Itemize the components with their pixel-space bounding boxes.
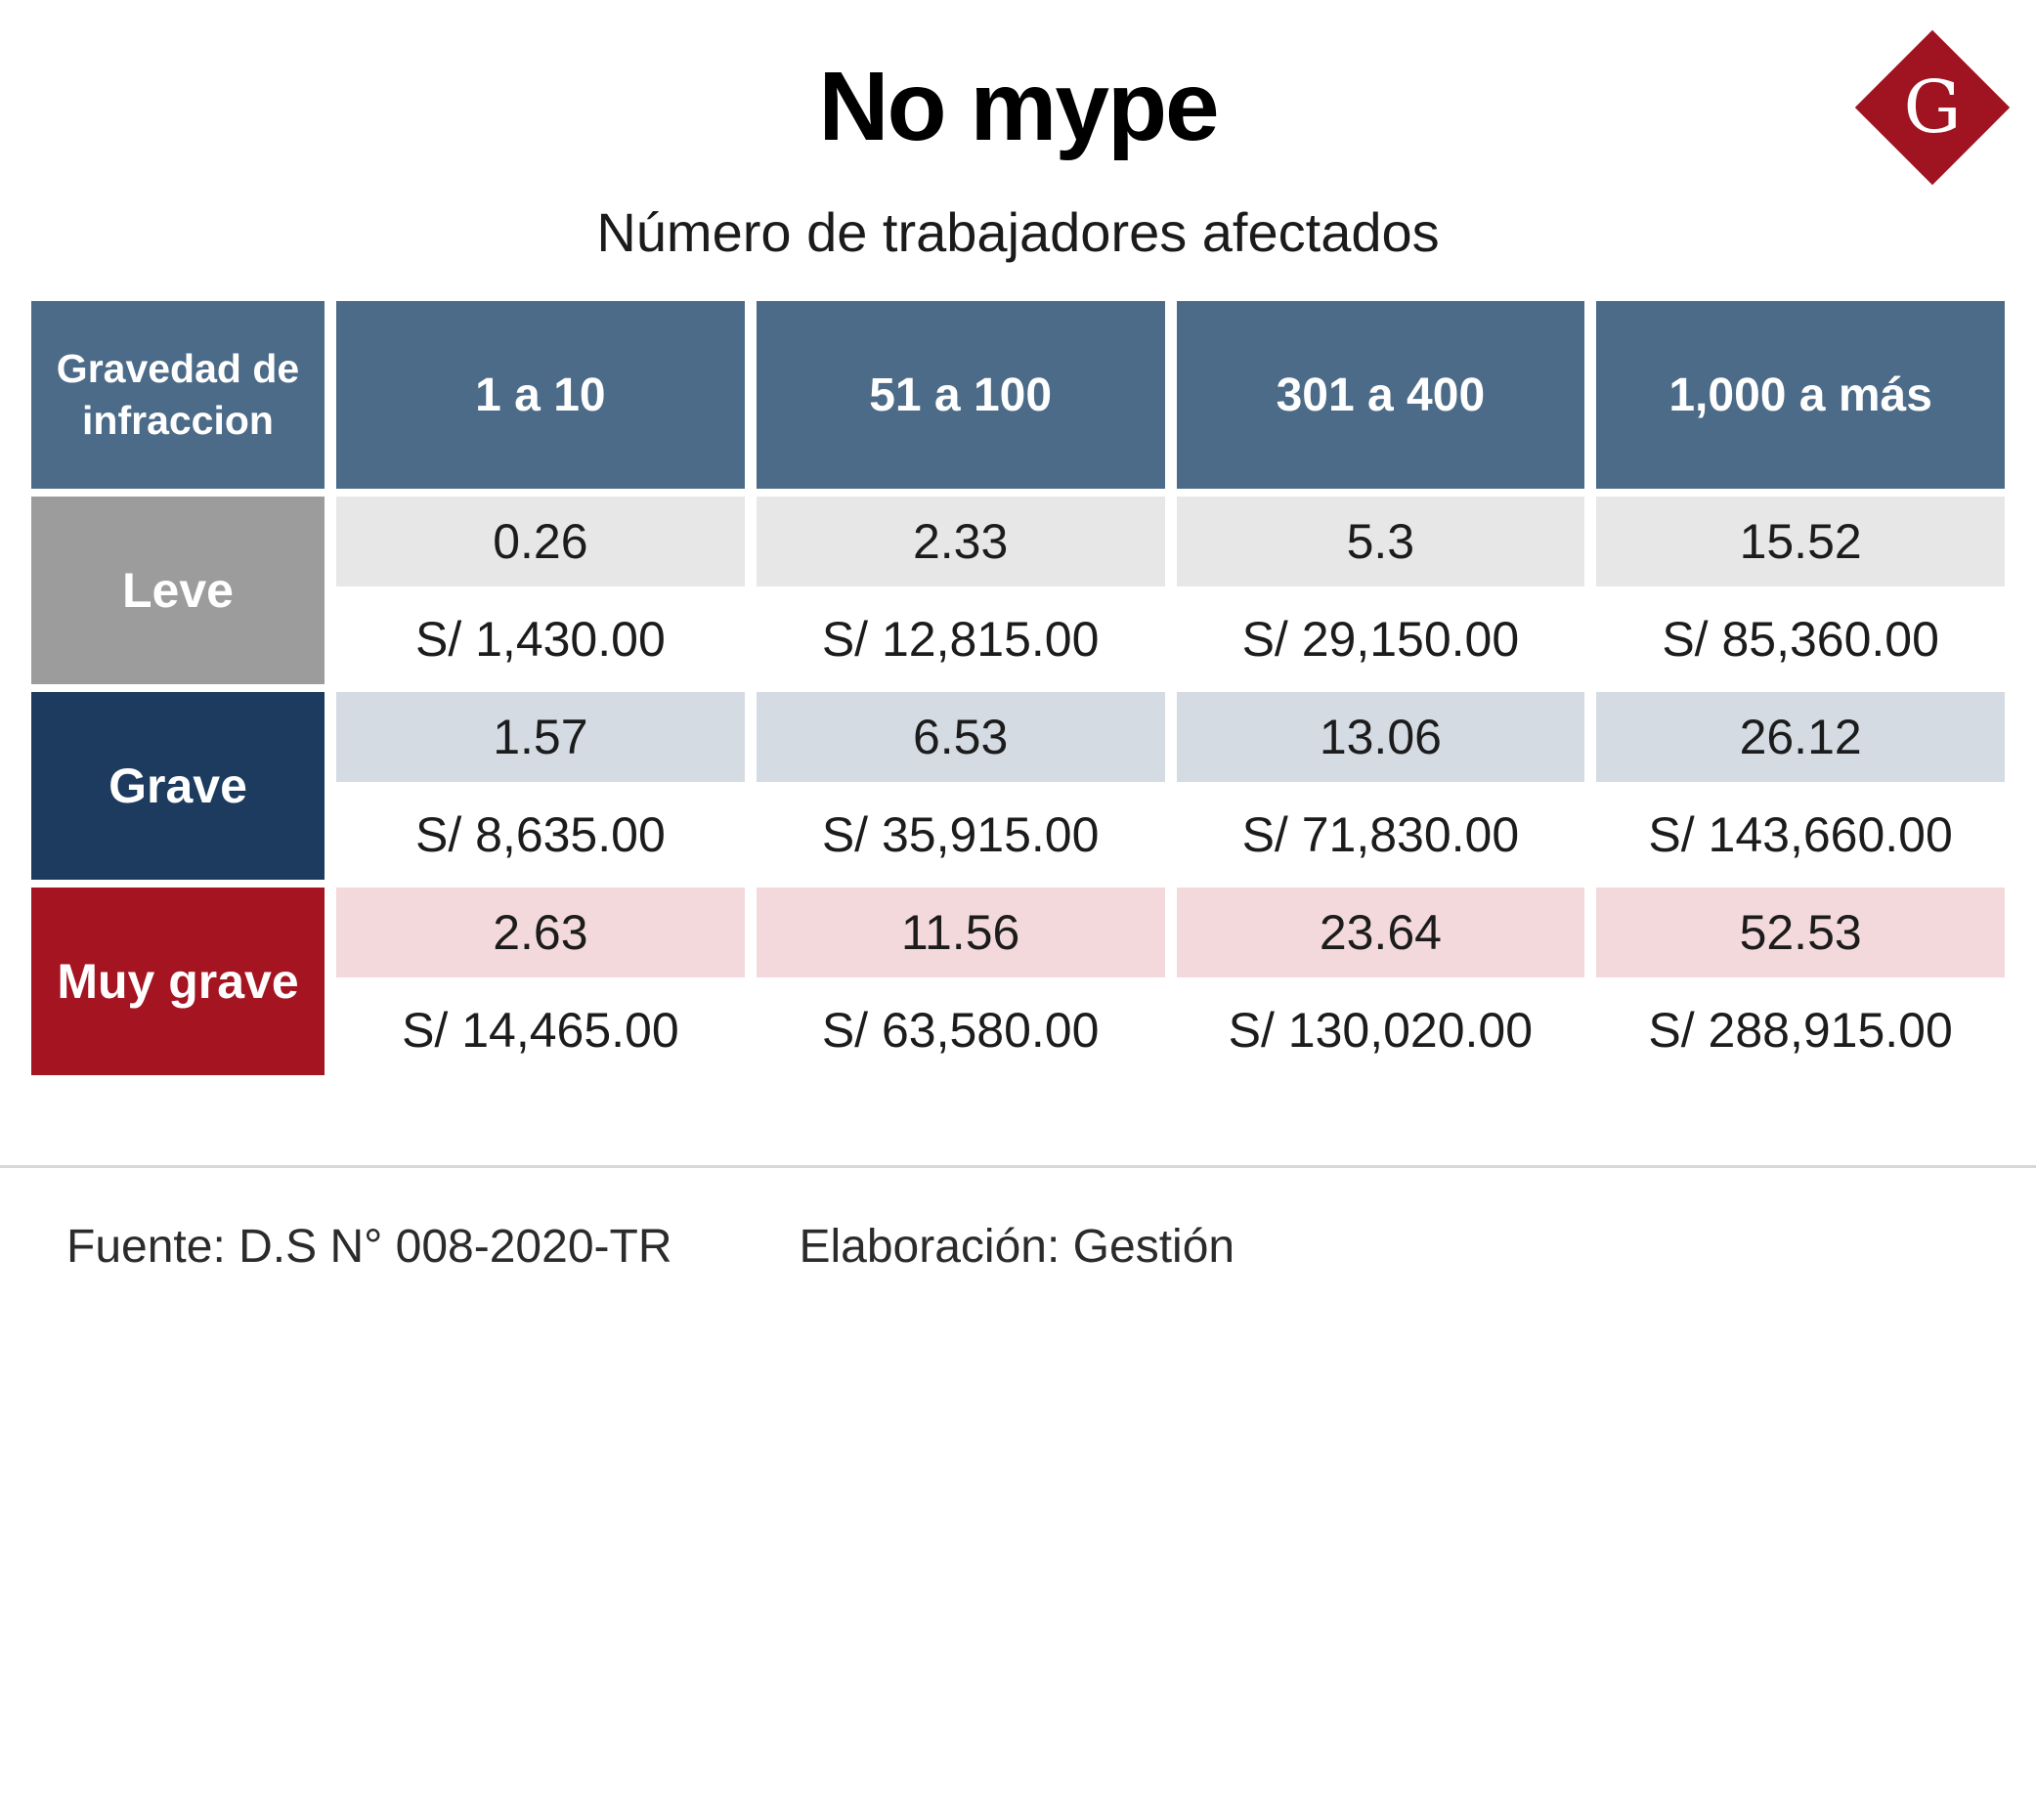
source-text: Fuente: D.S N° 008-2020-TR (66, 1221, 672, 1273)
cell-grave-soles-2: S/ 35,915.00 (756, 790, 1165, 880)
header-col-1000amas: 1,000 a más (1596, 301, 2005, 489)
cell-muygrave-soles-3: S/ 130,020.00 (1176, 985, 1585, 1075)
footer: Fuente: D.S N° 008-2020-TR Elaboración: … (66, 1220, 1970, 1274)
footer-divider (0, 1165, 2036, 1168)
cell-muygrave-soles-1: S/ 14,465.00 (336, 985, 745, 1075)
fines-table: Gravedad de infraccion 1 a 10 51 a 100 3… (31, 301, 2005, 1075)
row-label-leve: Leve (31, 497, 325, 684)
cell-grave-uit-2: 6.53 (756, 692, 1165, 782)
row-label-muy-grave: Muy grave (31, 888, 325, 1075)
cell-grave-uit-4: 26.12 (1596, 692, 2005, 782)
cell-leve-uit-3: 5.3 (1176, 497, 1585, 586)
cell-leve-uit-2: 2.33 (756, 497, 1165, 586)
logo-letter: G (1903, 65, 1962, 150)
cell-muygrave-soles-2: S/ 63,580.00 (756, 985, 1165, 1075)
cell-muygrave-uit-2: 11.56 (756, 888, 1165, 977)
cell-leve-uit-1: 0.26 (336, 497, 745, 586)
header-gravedad: Gravedad de infraccion (31, 301, 325, 489)
infographic-no-mype: No mype G Número de trabajadores afectad… (0, 0, 2036, 1273)
cell-grave-soles-1: S/ 8,635.00 (336, 790, 745, 880)
cell-grave-uit-3: 13.06 (1176, 692, 1585, 782)
cell-leve-uit-4: 15.52 (1596, 497, 2005, 586)
page-subtitle: Número de trabajadores afectados (596, 201, 1440, 263)
cell-leve-soles-3: S/ 29,150.00 (1176, 594, 1585, 684)
header-col-51a100: 51 a 100 (756, 301, 1165, 489)
page-title: No mype (818, 52, 1219, 161)
cell-muygrave-uit-4: 52.53 (1596, 888, 2005, 977)
cell-grave-uit-1: 1.57 (336, 692, 745, 782)
cell-grave-soles-3: S/ 71,830.00 (1176, 790, 1585, 880)
cell-muygrave-uit-1: 2.63 (336, 888, 745, 977)
cell-leve-soles-1: S/ 1,430.00 (336, 594, 745, 684)
gestion-logo: G (1854, 29, 2011, 186)
elaboration-text: Elaboración: Gestión (799, 1221, 1235, 1273)
header-col-1a10: 1 a 10 (336, 301, 745, 489)
cell-grave-soles-4: S/ 143,660.00 (1596, 790, 2005, 880)
cell-leve-soles-2: S/ 12,815.00 (756, 594, 1165, 684)
cell-muygrave-soles-4: S/ 288,915.00 (1596, 985, 2005, 1075)
row-label-grave: Grave (31, 692, 325, 880)
cell-leve-soles-4: S/ 85,360.00 (1596, 594, 2005, 684)
header-col-301a400: 301 a 400 (1176, 301, 1585, 489)
cell-muygrave-uit-3: 23.64 (1176, 888, 1585, 977)
